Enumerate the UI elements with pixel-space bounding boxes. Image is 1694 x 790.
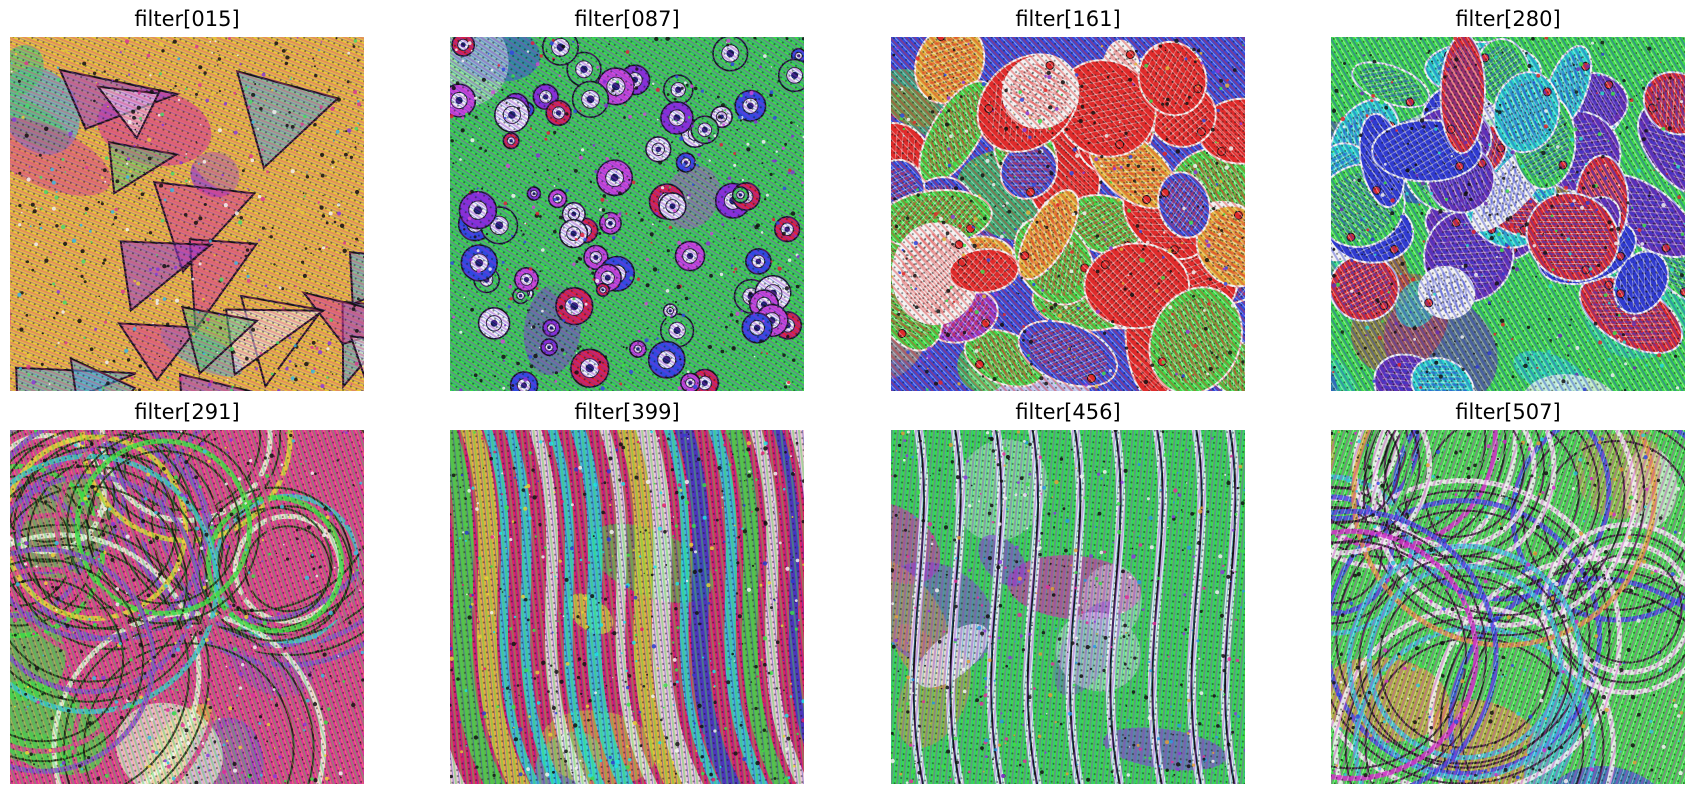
panel-title: filter[280] (1331, 4, 1685, 34)
texture-svg (891, 37, 1245, 391)
filter-image (10, 430, 364, 784)
panel-title: filter[015] (10, 4, 364, 34)
panel-title: filter[399] (450, 397, 804, 427)
filter-image (1331, 430, 1685, 784)
texture-svg (891, 430, 1245, 784)
texture-svg (1331, 37, 1685, 391)
panel-title: filter[087] (450, 4, 804, 34)
texture-svg (450, 430, 804, 784)
panel-title: filter[507] (1331, 397, 1685, 427)
panel-title: filter[161] (891, 4, 1245, 34)
panel-title: filter[456] (891, 397, 1245, 427)
filter-image (450, 430, 804, 784)
filter-image (891, 37, 1245, 391)
filter-image (1331, 37, 1685, 391)
texture-svg (1331, 430, 1685, 784)
filter-image (450, 37, 804, 391)
filter-image (891, 430, 1245, 784)
texture-svg (10, 430, 364, 784)
filter-image (10, 37, 364, 391)
texture-svg (10, 37, 364, 391)
panel-title: filter[291] (10, 397, 364, 427)
texture-svg (450, 37, 804, 391)
